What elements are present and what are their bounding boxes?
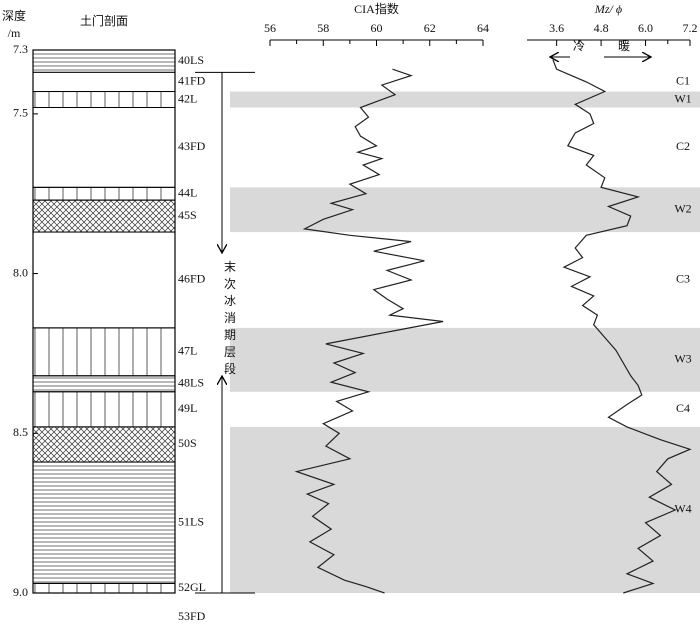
layer [32, 582, 176, 594]
layer [32, 106, 176, 188]
layer-label: 44L [178, 185, 197, 199]
interval-label: 次 [224, 277, 236, 291]
x-tick-label: 62 [424, 21, 436, 35]
layer-label: 41FD [178, 74, 206, 88]
layer [32, 186, 176, 201]
layer-label: 53FD [178, 609, 206, 623]
layer-label: 48LS [178, 376, 204, 390]
zone-label: W3 [674, 352, 691, 366]
x-tick-label: 60 [371, 21, 383, 35]
layer-label: 49L [178, 401, 197, 415]
zone-band [230, 187, 700, 233]
column-title: 土门剖面 [80, 13, 128, 28]
y-axis-label: 深度 [2, 8, 26, 23]
layer-label: 45S [178, 208, 197, 222]
y-axis-label: /m [8, 26, 21, 40]
zone-band [230, 91, 700, 108]
interval-label: 段 [224, 361, 236, 376]
zone-band [230, 327, 700, 392]
layer [32, 231, 176, 329]
layer [32, 49, 176, 73]
data-line [294, 68, 444, 594]
layer [32, 426, 176, 463]
layer [32, 375, 176, 393]
x-tick-label: 4.8 [594, 21, 609, 35]
layer [32, 461, 176, 584]
annotation: 冷 [573, 39, 585, 53]
layer [32, 327, 176, 377]
layer-label: 50S [178, 436, 197, 450]
layer-label: 52GL [178, 580, 206, 594]
layer [32, 199, 176, 233]
chart-title: Mz/ ϕ [594, 2, 622, 16]
y-tick-label: 8.5 [13, 425, 28, 439]
zone-label: C1 [676, 74, 690, 88]
layer [32, 391, 176, 428]
layer-label: 42L [178, 91, 197, 105]
zone-label: C4 [676, 401, 690, 415]
x-tick-label: 56 [264, 21, 276, 35]
layer-label: 46FD [178, 272, 206, 286]
x-tick-label: 58 [317, 21, 329, 35]
x-tick-label: 3.6 [549, 21, 564, 35]
x-tick-label: 64 [477, 21, 489, 35]
layer [32, 71, 176, 93]
annotation: 暖 [618, 39, 630, 53]
data-line [552, 59, 692, 594]
x-tick-label: 7.2 [683, 21, 698, 35]
zone-label: C3 [676, 272, 690, 286]
layer-label: 47L [178, 344, 197, 358]
y-tick-label: 9.0 [13, 585, 28, 599]
interval-label: 末 [224, 260, 236, 274]
x-tick-label: 6.0 [638, 21, 653, 35]
interval-label: 冰 [224, 294, 236, 308]
interval-label: 消 [224, 311, 236, 325]
chart-title: CIA指数 [354, 1, 399, 16]
interval-label: 期 [224, 328, 236, 342]
layer-label: 40LS [178, 53, 204, 67]
zone-label: W4 [674, 502, 691, 516]
column-frame [32, 49, 176, 594]
layer [32, 91, 176, 108]
interval-label: 层 [224, 345, 236, 359]
layer-label: 43FD [178, 139, 206, 153]
y-tick-label: 8.0 [13, 265, 28, 279]
zone-label: C2 [676, 139, 690, 153]
zone-label: W2 [674, 201, 691, 215]
layer-label: 51LS [178, 514, 204, 528]
y-tick-label: 7.3 [13, 42, 28, 56]
zone-band [230, 426, 700, 593]
y-tick-label: 7.5 [13, 106, 28, 120]
zone-label: W1 [674, 91, 691, 105]
